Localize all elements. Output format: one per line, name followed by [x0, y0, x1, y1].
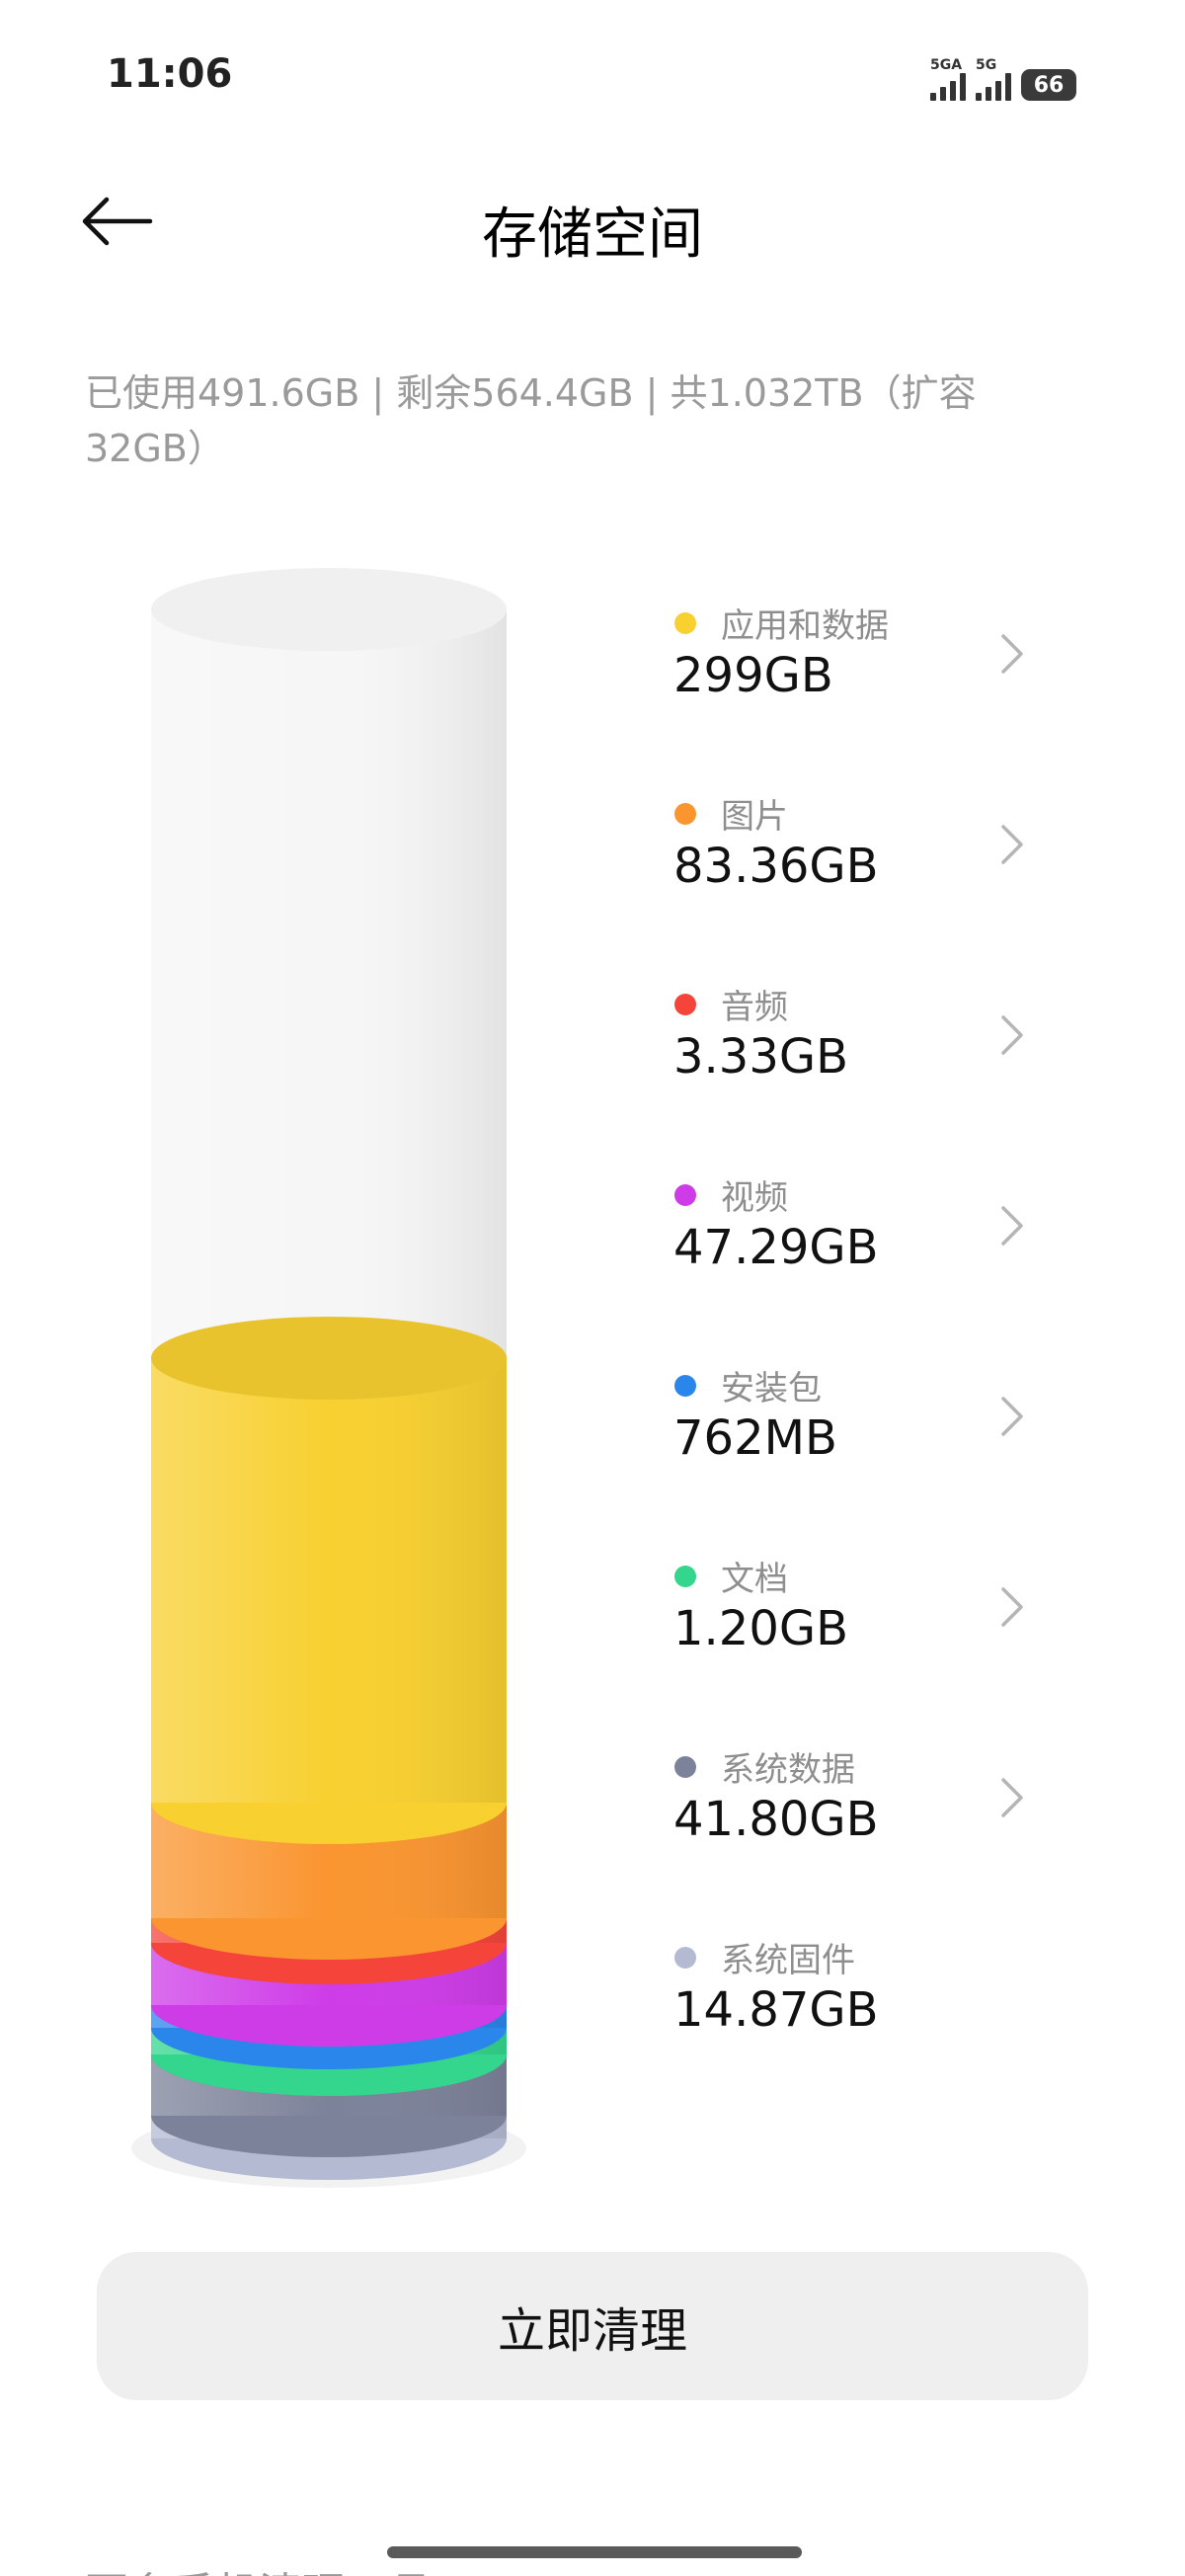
category-size: 1.20GB [673, 1601, 848, 1656]
category-item[interactable]: 音频 3.33GB [672, 974, 1027, 1122]
chevron-right-icon [1001, 1206, 1023, 1246]
free-space-top [151, 568, 507, 651]
category-label: 文档 [721, 1560, 788, 1599]
category-color-dot [674, 1375, 696, 1397]
category-item[interactable]: 图片 83.36GB [672, 783, 1027, 931]
chevron-right-icon [1001, 634, 1023, 674]
signal-5ga-icon: 5GA [930, 57, 966, 101]
category-size: 299GB [673, 648, 833, 703]
category-color-dot [674, 994, 696, 1015]
free-space-shade [151, 609, 507, 1358]
category-label: 系统数据 [721, 1750, 855, 1790]
category-item[interactable]: 系统数据 41.80GB [672, 1736, 1027, 1885]
category-label: 应用和数据 [721, 606, 889, 646]
category-item: 系统固件 14.87GB [672, 1927, 1027, 2075]
category-item[interactable]: 安装包 762MB [672, 1355, 1027, 1503]
category-size: 762MB [673, 1410, 837, 1466]
more-cleaning-tools[interactable]: 更多手机清理工具 [85, 2558, 433, 2576]
category-size: 3.33GB [673, 1029, 848, 1085]
category-label: 视频 [721, 1178, 788, 1218]
category-label: 音频 [721, 988, 788, 1027]
category-size: 47.29GB [673, 1220, 879, 1275]
category-color-dot [674, 1947, 696, 1969]
category-label: 安装包 [721, 1369, 822, 1409]
category-label: 图片 [721, 797, 788, 837]
category-color-dot [674, 612, 696, 634]
category-label: 系统固件 [721, 1941, 855, 1980]
category-color-dot [674, 1566, 696, 1587]
status-icons: 5GA 5G 66 [930, 57, 1084, 101]
chevron-right-icon [1001, 1778, 1023, 1817]
category-item[interactable]: 应用和数据 299GB [672, 593, 1027, 741]
category-item[interactable]: 视频 47.29GB [672, 1165, 1027, 1313]
storage-cylinder [131, 568, 526, 2188]
segment-top [151, 1317, 507, 1400]
category-size: 14.87GB [673, 1982, 879, 2038]
signal-5g-icon: 5G [976, 57, 1011, 101]
category-color-dot [674, 803, 696, 825]
chevron-right-icon [1001, 1015, 1023, 1055]
arrow-left-icon [82, 197, 153, 246]
chevron-right-icon [1001, 1397, 1023, 1436]
status-time: 11:06 [107, 51, 233, 97]
page-title: 存储空间 [482, 202, 703, 267]
category-color-dot [674, 1184, 696, 1206]
category-color-dot [674, 1756, 696, 1778]
chevron-right-icon [1001, 825, 1023, 864]
category-item[interactable]: 文档 1.20GB [672, 1546, 1027, 1694]
category-size: 41.80GB [673, 1792, 879, 1847]
chevron-right-icon [1001, 1587, 1023, 1627]
battery-icon: 66 [1021, 69, 1084, 101]
storage-summary: 已使用491.6GB | 剩余564.4GB | 共1.032TB（扩容32GB… [85, 371, 977, 470]
back-button[interactable] [79, 194, 158, 253]
segment-shade [151, 1358, 507, 1803]
clean-now-button[interactable]: 立即清理 [97, 2252, 1088, 2400]
home-indicator[interactable] [387, 2546, 802, 2558]
network-type: 5GA [930, 57, 963, 73]
network-type: 5G [976, 57, 997, 73]
category-size: 83.36GB [673, 839, 879, 894]
segment-top-shade [151, 1317, 507, 1400]
